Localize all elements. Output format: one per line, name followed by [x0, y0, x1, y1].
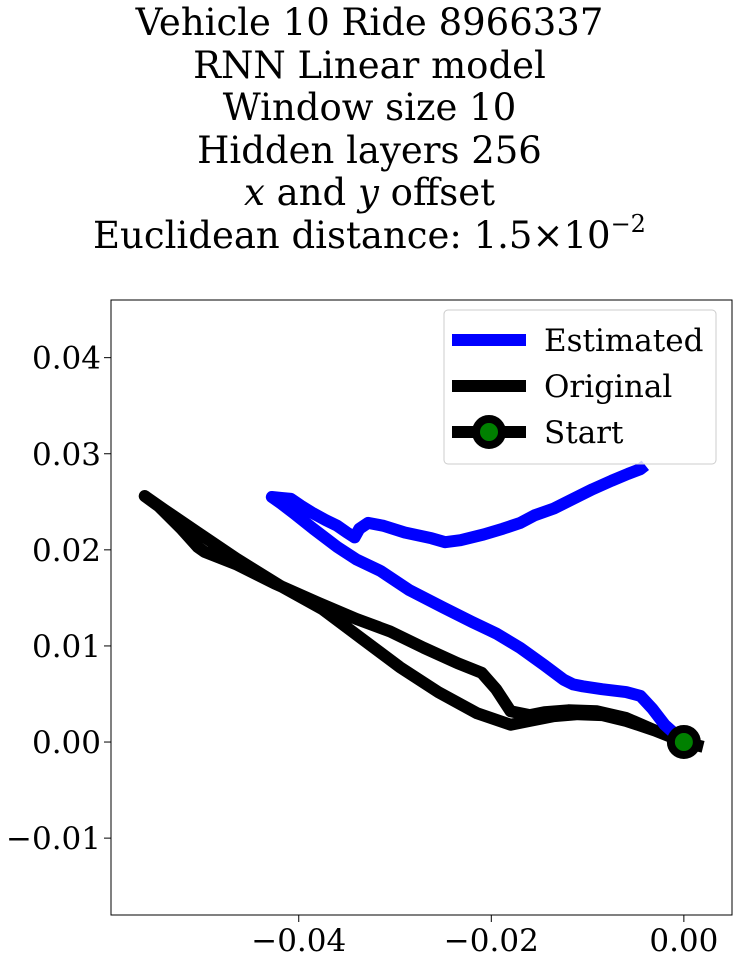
title-base: 10 — [563, 213, 611, 257]
title-distance-label: Euclidean distance: — [93, 213, 474, 257]
series-layer — [138, 460, 705, 760]
title-times: × — [532, 213, 564, 257]
title-distance-mantissa: 1.5 — [473, 213, 533, 257]
chart-title: Vehicle 10 Ride 8966337 RNN Linear model… — [0, 1, 739, 258]
title-exponent: −2 — [610, 209, 646, 238]
title-line-1: Vehicle 10 Ride 8966337 — [135, 1, 604, 44]
title-line-3: Window size 10 — [222, 86, 517, 129]
y-tick-label: 0.04 — [32, 341, 101, 377]
series-original-line — [138, 490, 705, 753]
title-line-5: x and y offset — [0, 171, 739, 215]
title-line-2: RNN Linear model — [193, 43, 546, 87]
title-line-4: Hidden layers 256 — [197, 128, 542, 172]
title-and: and — [264, 171, 358, 214]
legend-start-marker — [472, 415, 506, 449]
title-var-y: y — [358, 171, 379, 214]
y-tick-label: 0.03 — [32, 437, 101, 473]
legend: Estimated Original Start — [443, 309, 717, 465]
series-start-marker — [666, 725, 701, 760]
legend-estimated-label: Estimated — [544, 323, 703, 359]
title-var-x: x — [244, 171, 265, 214]
y-tick-label: 0.01 — [32, 629, 101, 665]
title-offset: offset — [378, 171, 495, 214]
title-line-6: Euclidean distance: 1.5×10−2 — [0, 212, 739, 258]
y-tick-label: 0.02 — [32, 533, 101, 569]
legend-original-label: Original — [544, 369, 672, 405]
x-tick-label: −0.02 — [444, 923, 539, 959]
y-tick-label: 0.00 — [32, 725, 101, 761]
y-tick-label: −0.01 — [6, 821, 101, 857]
plot-frame — [110, 299, 733, 916]
x-tick-label: −0.04 — [251, 923, 346, 959]
series-estimated-line — [265, 460, 688, 747]
legend-box — [443, 309, 717, 465]
x-tick-label: 0.00 — [649, 923, 718, 959]
axes-layer: −0.04 −0.02 0.00 −0.01 0.00 0.01 0.02 0.03 0.04 — [6, 341, 718, 959]
legend-start-label: Start — [544, 415, 624, 451]
